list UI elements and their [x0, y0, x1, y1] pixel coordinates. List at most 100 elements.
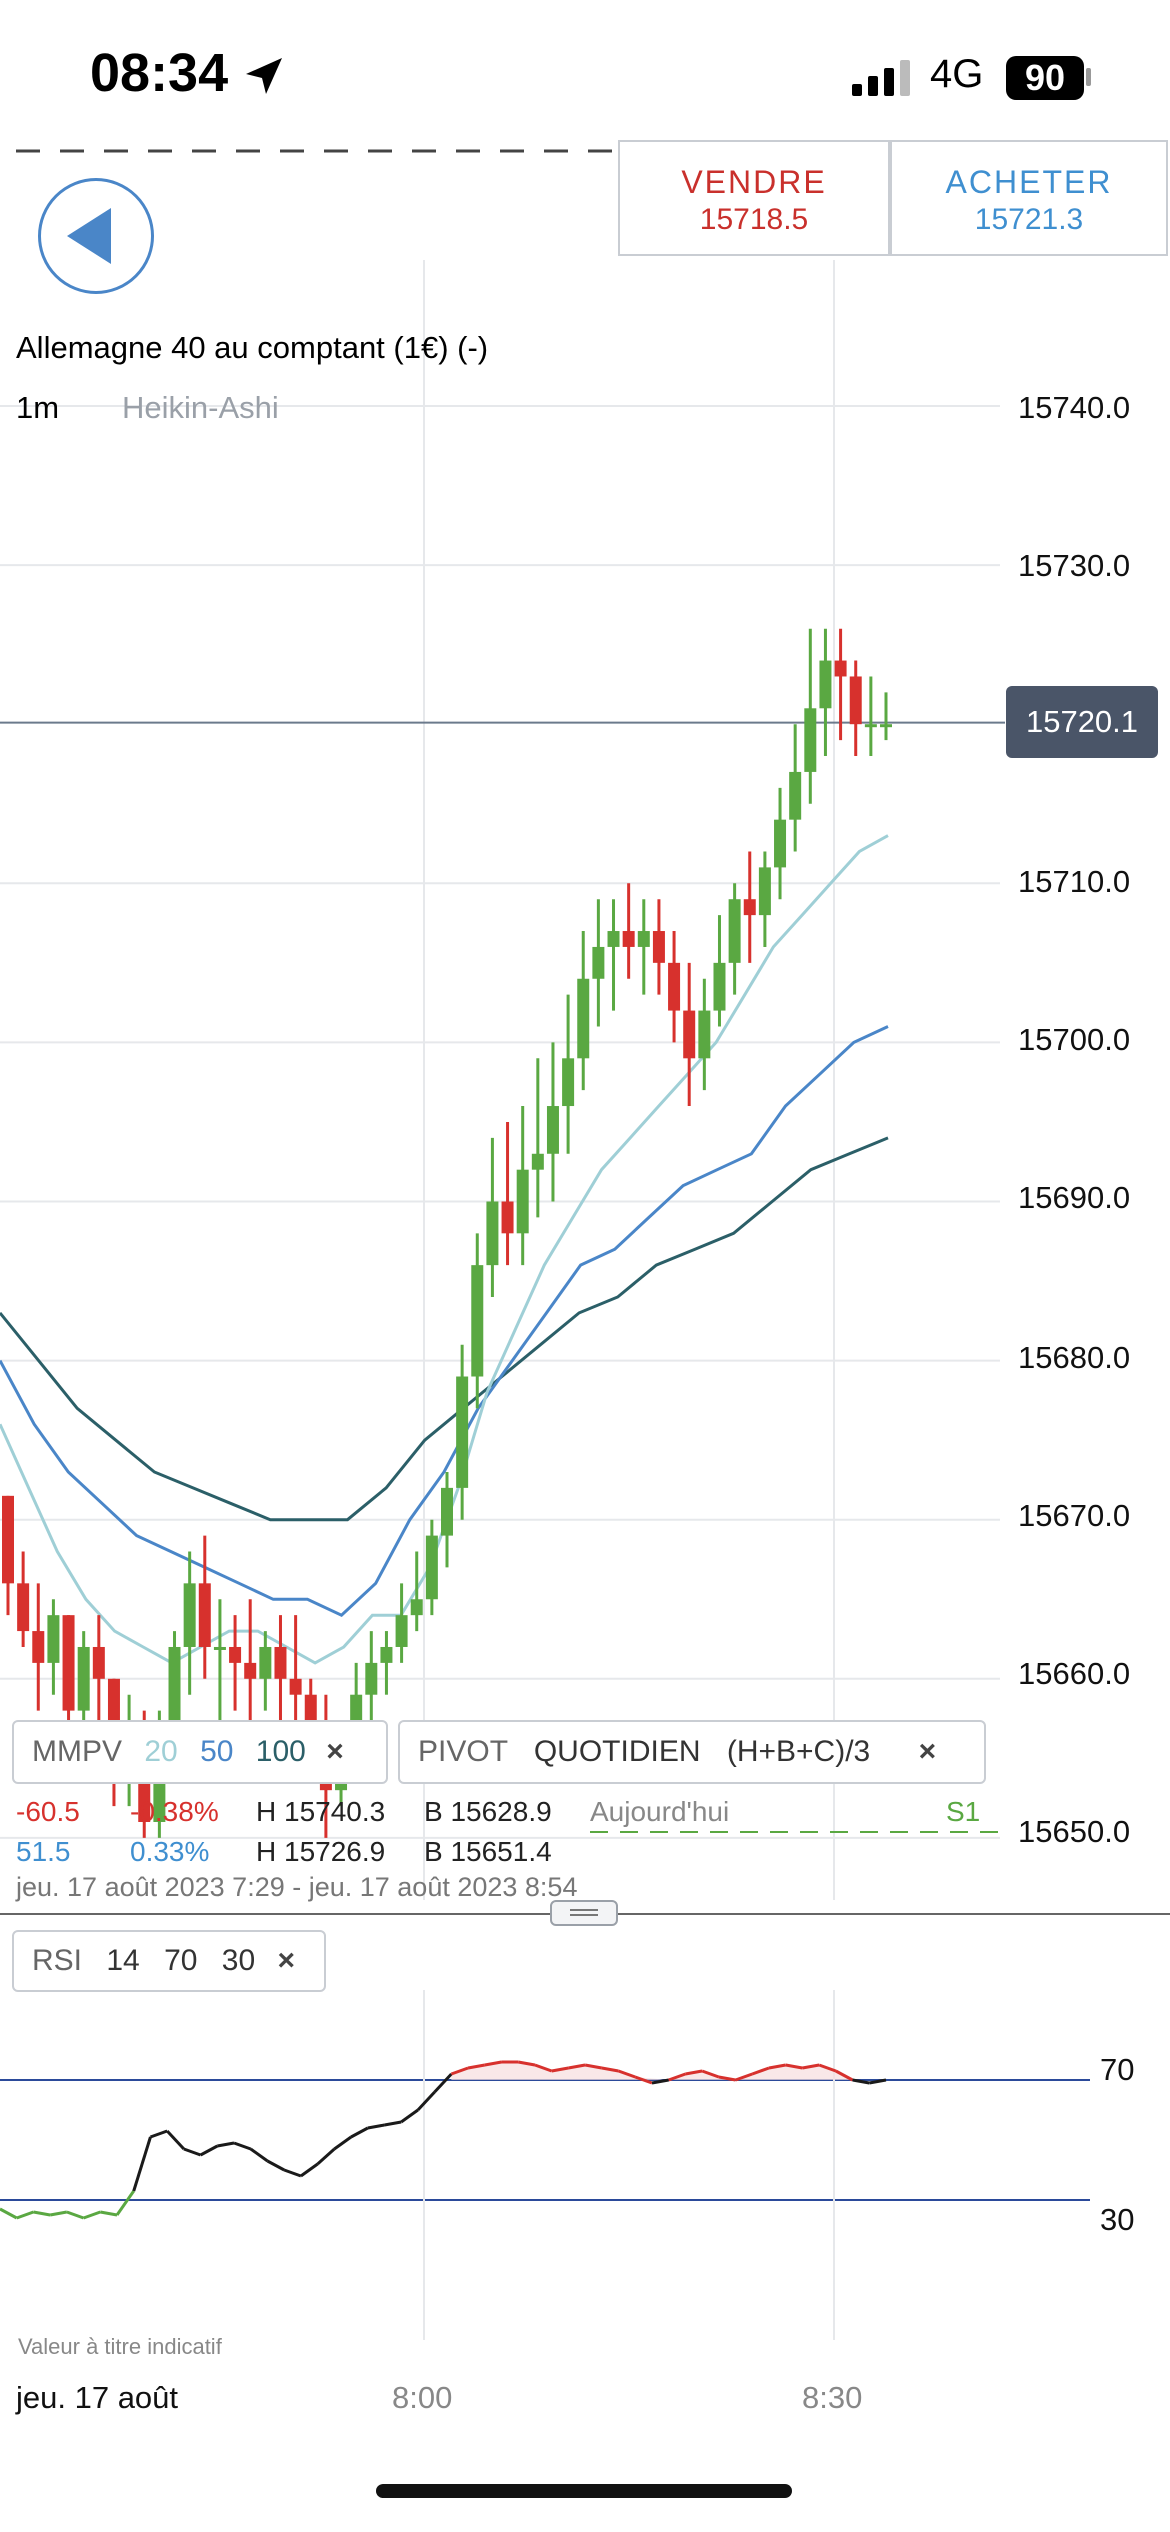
- rsi-segment: [16, 2210, 34, 2220]
- status-time: 08:34: [90, 43, 229, 103]
- rsi-segment: [785, 2063, 803, 2070]
- candle-body: [562, 1058, 575, 1107]
- candle-body: [456, 1376, 469, 1488]
- rsi-indicator-pill[interactable]: RSI 14 70 30 ×: [12, 1930, 326, 1992]
- rsi-segment: [869, 2078, 887, 2085]
- rsi-segment: [83, 2210, 101, 2220]
- rsi-segment: [33, 2210, 51, 2217]
- candle-body: [637, 931, 650, 947]
- pane-resize-handle[interactable]: [550, 1900, 618, 1926]
- price-axis-label: 15730.0: [1018, 548, 1131, 583]
- rsi-segment: [300, 2162, 319, 2178]
- candle-body: [2, 1495, 14, 1584]
- rsi-period: 14: [106, 1944, 140, 1977]
- back-button[interactable]: [38, 178, 154, 294]
- price-axis-label: 15710.0: [1018, 864, 1131, 899]
- candle-body: [410, 1599, 423, 1616]
- candle-body: [880, 724, 892, 728]
- stat-period: Aujourd'hui: [590, 1796, 730, 1827]
- candle-body: [713, 962, 726, 1011]
- rsi-segment: [718, 2075, 736, 2082]
- time-axis-label: 8:30: [802, 2380, 863, 2415]
- stat-high-2: H 15726.9: [256, 1836, 386, 1867]
- price-axis-label: 15740.0: [1018, 390, 1131, 425]
- rsi-segment: [618, 2069, 636, 2079]
- rsi-segment: [668, 2072, 686, 2082]
- rsi-series: [0, 1990, 1090, 2340]
- candle-body: [77, 1646, 90, 1711]
- candle-body: [259, 1646, 272, 1679]
- rsi-segment: [701, 2069, 720, 2079]
- rsi-segment: [316, 2147, 336, 2166]
- pivot-indicator-pill[interactable]: PIVOT QUOTIDIEN (H+B+C)/3 ×: [398, 1720, 986, 1784]
- candle-body: [819, 660, 832, 709]
- candle-body: [592, 946, 605, 979]
- mmpv-indicator-pill[interactable]: MMPV 20 50 100 ×: [12, 1720, 388, 1784]
- stat-low-2: B 15651.4: [424, 1836, 552, 1867]
- rsi-close-icon[interactable]: ×: [277, 1944, 296, 1977]
- rsi-segment: [283, 2168, 302, 2178]
- home-indicator[interactable]: [376, 2484, 792, 2498]
- rsi-segment: [384, 2120, 402, 2127]
- rsi-segment: [0, 2207, 18, 2220]
- rsi-overbought-fill: [451, 2062, 886, 2080]
- rsi-segment: [450, 2066, 469, 2076]
- rsi-segment: [568, 2063, 586, 2070]
- candle-body: [441, 1487, 453, 1536]
- candle-body: [622, 931, 635, 947]
- candle-body: [244, 1662, 257, 1679]
- rsi-axis-30: 30: [1100, 2202, 1135, 2237]
- rsi-segment: [100, 2210, 118, 2217]
- candle-body: [365, 1662, 378, 1695]
- price-chart[interactable]: [0, 0, 1170, 1900]
- rsi-segment: [132, 2136, 152, 2192]
- rsi-segment: [433, 2072, 453, 2094]
- price-axis-label: 15690.0: [1018, 1180, 1131, 1215]
- rsi-segment: [350, 2126, 369, 2139]
- rsi-segment: [49, 2210, 68, 2217]
- stat-change-2: 51.5: [16, 1836, 71, 1867]
- candle-body: [486, 1201, 499, 1266]
- rsi-segment: [183, 2147, 202, 2157]
- instrument-title: Allemagne 40 au comptant (1€) (-): [16, 330, 489, 365]
- rsi-segment: [484, 2060, 502, 2067]
- location-icon: [246, 58, 282, 94]
- rsi-segment: [416, 2090, 436, 2112]
- rsi-segment: [685, 2069, 703, 2076]
- mmpv-label: MMPV: [32, 1735, 122, 1768]
- sell-button[interactable]: VENDRE 15718.5: [618, 140, 890, 256]
- candle-body: [471, 1265, 484, 1377]
- candle-body: [789, 771, 802, 820]
- ma50-line: [0, 1025, 889, 1617]
- candlesticks: [2, 628, 892, 1838]
- pivot-close-icon[interactable]: ×: [918, 1735, 937, 1768]
- battery-icon: 90: [1006, 56, 1084, 100]
- rsi-segment: [333, 2135, 352, 2151]
- ma20-line: [0, 834, 889, 1665]
- rsi-segment: [233, 2141, 252, 2151]
- buy-label: ACHETER: [945, 164, 1113, 200]
- rsi-segment: [266, 2159, 285, 2172]
- chart-type-selector[interactable]: Heikin-Ashi: [122, 390, 279, 425]
- buy-button[interactable]: ACHETER 15721.3: [890, 140, 1168, 256]
- candle-body: [683, 1010, 696, 1059]
- mmpv-period-100: 100: [255, 1735, 306, 1768]
- rsi-segment: [751, 2066, 770, 2076]
- rsi-segment: [249, 2147, 269, 2163]
- candle-body: [380, 1646, 393, 1663]
- ma100-line: [0, 1136, 889, 1522]
- candle-body: [213, 1646, 226, 1650]
- current-price-badge: 15720.1: [1006, 686, 1158, 758]
- pivot-formula: (H+B+C)/3: [726, 1735, 871, 1768]
- candle-body: [577, 978, 590, 1059]
- rsi-segment: [584, 2063, 603, 2070]
- mmpv-close-icon[interactable]: ×: [326, 1735, 344, 1768]
- rsi-segment: [651, 2078, 669, 2085]
- rsi-segment: [199, 2144, 219, 2157]
- candle-body: [304, 1694, 317, 1727]
- candle-body: [834, 660, 847, 677]
- rsi-segment: [517, 2060, 536, 2067]
- rsi-chart[interactable]: [0, 1990, 1170, 2340]
- timeframe-selector[interactable]: 1m: [16, 390, 60, 425]
- candle-body: [92, 1646, 105, 1679]
